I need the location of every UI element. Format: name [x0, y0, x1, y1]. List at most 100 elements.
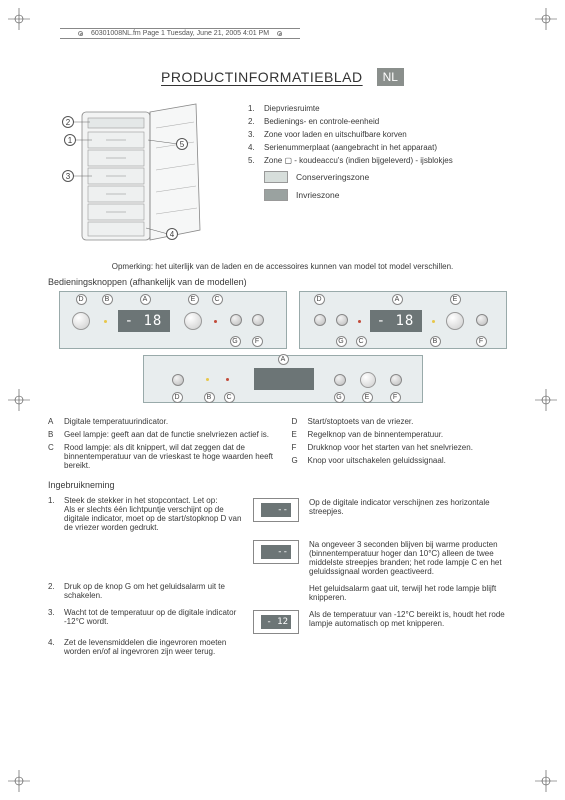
diagram-callout: 4: [166, 228, 178, 240]
panel-label: C: [224, 392, 235, 403]
step-text: Wacht tot de temperatuur op de digitale …: [64, 608, 243, 626]
panels-heading: Bedieningsknoppen (afhankelijk van de mo…: [48, 277, 517, 287]
print-stamp: 60301008NL.fm Page 1 Tuesday, June 21, 2…: [60, 28, 300, 39]
panel-label: F: [252, 336, 263, 347]
panel-display: - 18: [118, 310, 170, 332]
panel-label: B: [204, 392, 215, 403]
panel-label: G: [230, 336, 241, 347]
panel-label: D: [314, 294, 325, 305]
diagram-callout: 5: [176, 138, 188, 150]
button: [334, 374, 346, 386]
panel-label: B: [430, 336, 441, 347]
panel-label: E: [188, 294, 199, 305]
panel-display: - 18: [370, 310, 422, 332]
page-title: PRODUCTINFORMATIEBLAD: [161, 69, 363, 85]
def-text: Start/stoptoets van de vriezer.: [308, 417, 414, 426]
panel-label: A: [392, 294, 403, 305]
panel-label: D: [76, 294, 87, 305]
panel-label: B: [102, 294, 113, 305]
crop-mark: [535, 389, 557, 411]
step-text: Druk op de knop G om het geluidsalarm ui…: [64, 582, 243, 600]
usage-heading: Ingebruikneming: [48, 480, 517, 490]
panel-label: A: [278, 354, 289, 365]
zone-swatch: [264, 171, 288, 183]
step-text: Steek de stekker in het stopcontact. Let…: [64, 496, 243, 532]
panel-label: C: [212, 294, 223, 305]
def-text: Drukknop voor het starten van het snelvr…: [308, 443, 473, 452]
panel-label: A: [140, 294, 151, 305]
legend-text: Diepvriesruimte: [264, 104, 320, 113]
def-text: Knop voor uitschakelen geluidssignaal.: [308, 456, 446, 465]
defs-right: DStart/stoptoets van de vriezer. ERegelk…: [292, 417, 518, 474]
language-badge: NL: [377, 68, 404, 86]
knob: [184, 312, 202, 330]
panel-label: G: [336, 336, 347, 347]
def-letter: A: [48, 417, 58, 426]
stamp-text: 60301008NL.fm Page 1 Tuesday, June 21, 2…: [91, 30, 269, 37]
led-yellow: [206, 378, 209, 381]
crop-mark: [8, 770, 30, 792]
legend-num: 4.: [248, 143, 258, 152]
step-result: Na ongeveer 3 seconden blijven bij warme…: [309, 538, 517, 576]
step-num: 4.: [48, 638, 58, 656]
diagram-callout: 3: [62, 170, 74, 182]
legend-num: 5.: [248, 156, 258, 165]
step-num: 3.: [48, 608, 58, 626]
crop-mark: [8, 389, 30, 411]
led-red: [358, 320, 361, 323]
led-red: [214, 320, 217, 323]
panel-label: D: [172, 392, 183, 403]
def-letter: G: [292, 456, 302, 465]
button: [172, 374, 184, 386]
crop-mark: [8, 8, 30, 30]
defs-left: ADigitale temperatuurindicator. BGeel la…: [48, 417, 274, 474]
legend-text: Serienummerplaat (aangebracht in het app…: [264, 143, 437, 152]
legend: 1.Diepvriesruimte 2.Bedienings- en contr…: [248, 100, 517, 250]
panel-label: F: [476, 336, 487, 347]
panel-label: F: [390, 392, 401, 403]
crop-mark: [535, 770, 557, 792]
step-result: Op de digitale indicator verschijnen zes…: [309, 496, 517, 516]
panel-label: E: [450, 294, 461, 305]
def-text: Digitale temperatuurindicator.: [64, 417, 168, 426]
zone-label: Conserveringszone: [296, 172, 369, 182]
button: [252, 314, 264, 326]
legend-num: 3.: [248, 130, 258, 139]
zone-label: Invrieszone: [296, 190, 339, 200]
panel-label: E: [362, 392, 373, 403]
def-text: Regelknop van de binnentemperatuur.: [308, 430, 444, 439]
zone-swatch: [264, 189, 288, 201]
usage-steps: 1.Steek de stekker in het stopcontact. L…: [48, 496, 517, 656]
mini-display: --: [253, 540, 299, 564]
diagram-callout: 1: [64, 134, 76, 146]
control-panel-3: A D B C G E F: [143, 355, 423, 403]
mini-display: - 12: [253, 610, 299, 634]
control-panel-1: - 18 D B A E C G F: [59, 291, 287, 349]
button: [476, 314, 488, 326]
button: [390, 374, 402, 386]
step-num: 2.: [48, 582, 58, 600]
step-num: 1.: [48, 496, 58, 532]
knob: [446, 312, 464, 330]
legend-text: Zone voor laden en uitschuifbare korven: [264, 130, 407, 139]
legend-text: Bedienings- en controle-eenheid: [264, 117, 379, 126]
panel-label: C: [356, 336, 367, 347]
step-result: Het geluidsalarm gaat uit, terwijl het r…: [309, 582, 517, 602]
button: [336, 314, 348, 326]
button: [314, 314, 326, 326]
def-letter: C: [48, 443, 58, 470]
led-red: [226, 378, 229, 381]
control-panel-2: - 18 D A E G C B F: [299, 291, 507, 349]
def-letter: B: [48, 430, 58, 439]
knob: [72, 312, 90, 330]
led-yellow: [432, 320, 435, 323]
step-result: Als de temperatuur van -12°C bereikt is,…: [309, 608, 517, 628]
def-text: Rood lampje: als dit knippert, wil dat z…: [64, 443, 274, 470]
led-yellow: [104, 320, 107, 323]
diagram-callout: 2: [62, 116, 74, 128]
legend-num: 1.: [248, 104, 258, 113]
def-letter: D: [292, 417, 302, 426]
crop-mark: [535, 8, 557, 30]
def-letter: F: [292, 443, 302, 452]
note: Opmerking: het uiterlijk van de laden en…: [48, 262, 517, 271]
